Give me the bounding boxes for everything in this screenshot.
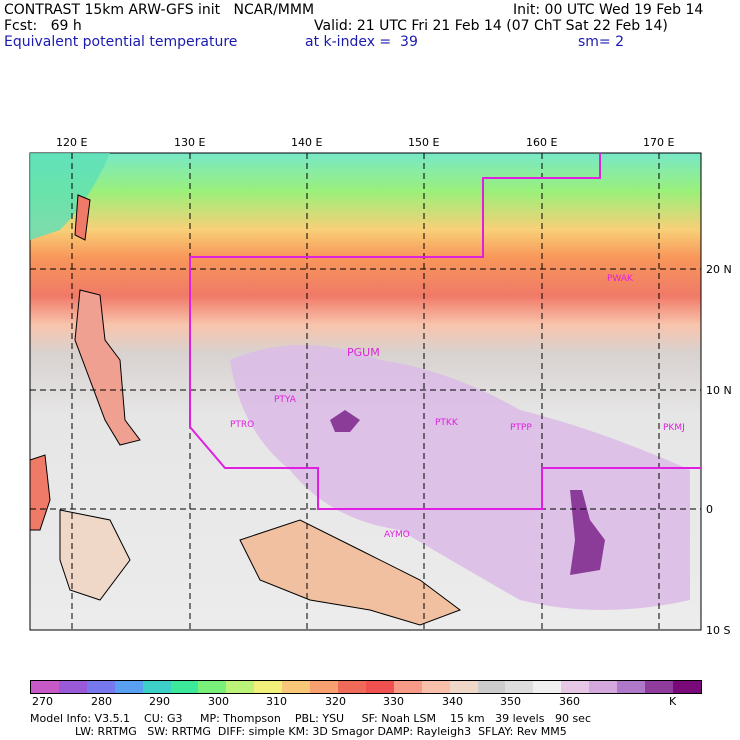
colorbar-swatch: [421, 681, 450, 693]
axis-labels: 120 E 130 E 140 E 150 E 160 E 170 E 20 N…: [56, 136, 732, 637]
model-info-row2: LW: RRTMG SW: RRTMG DIFF: simple KM: 3D …: [75, 725, 567, 738]
lon-label: 160 E: [526, 136, 557, 149]
colorbar-swatch: [449, 681, 478, 693]
station-label: PTKK: [435, 418, 459, 428]
colorbar-swatch: [142, 681, 171, 693]
colorbar-swatch: [672, 681, 701, 693]
colorbar-label: 270: [32, 695, 53, 708]
lon-label: 120 E: [56, 136, 87, 149]
colorbar-swatch: [254, 681, 283, 693]
colorbar-swatch: [644, 681, 673, 693]
colorbar: [30, 680, 702, 694]
domain-boundary: [189, 153, 701, 510]
colorbar-swatch: [393, 681, 422, 693]
lat-label: 20 N: [706, 263, 732, 276]
colorbar-swatch: [310, 681, 338, 693]
colorbar-swatch: [617, 681, 645, 693]
colorbar-swatch: [282, 681, 311, 693]
colorbar-label: 340: [442, 695, 463, 708]
station-label: PTYA: [274, 395, 297, 405]
new-guinea-outline: [239, 519, 462, 626]
colorbar-label: 300: [208, 695, 229, 708]
colorbar-swatch: [170, 681, 199, 693]
colorbar-swatch: [365, 681, 394, 693]
colorbar-label: 350: [500, 695, 521, 708]
forecast-hour: Fcst: 69 h: [4, 18, 82, 34]
colorbar-swatch: [505, 681, 534, 693]
high-theta-e-cell-1: [330, 410, 360, 432]
title-line: CONTRAST 15km ARW-GFS init NCAR/MMM: [4, 2, 315, 18]
colorbar-swatch: [533, 681, 562, 693]
colorbar-swatch: [477, 681, 506, 693]
lon-label: 170 E: [643, 136, 674, 149]
lat-label: 10 N: [706, 384, 732, 397]
high-theta-e-cell-2: [570, 490, 605, 575]
station-label: PWAK: [607, 274, 634, 284]
colorbar-swatch: [31, 681, 59, 693]
lon-label: 140 E: [291, 136, 322, 149]
cool-airmass-shading: [30, 153, 110, 240]
station-label: PTPP: [510, 423, 532, 433]
level-info: at k-index = 39: [305, 34, 418, 50]
station-label: AYMO: [384, 530, 410, 540]
lat-label: 10 S: [706, 624, 730, 637]
lat-label: 0: [706, 503, 713, 516]
colorbar-swatch: [226, 681, 255, 693]
colorbar-swatch: [114, 681, 143, 693]
colorbar-swatch: [198, 681, 227, 693]
lon-label: 150 E: [408, 136, 439, 149]
field-name: Equivalent potential temperature: [4, 34, 238, 50]
colorbar-swatch: [58, 681, 87, 693]
borneo-outline: [29, 454, 51, 531]
philippines-outline: [74, 289, 141, 446]
smoothing-info: sm= 2: [578, 34, 625, 50]
colorbar-label: 320: [325, 695, 346, 708]
colorbar-swatch: [589, 681, 618, 693]
colorbar-label: K: [669, 695, 677, 708]
valid-time: Valid: 21 UTC Fri 21 Feb 14 (07 ChT Sat …: [314, 18, 668, 34]
station-label: PGUM: [347, 346, 380, 359]
model-info-row1: Model Info: V3.5.1 CU: G3 MP: Thompson P…: [30, 712, 591, 725]
colorbar-swatch: [561, 681, 590, 693]
colorbar-label: 280: [91, 695, 112, 708]
station-labels: PWAK PGUM PTYA PTRO PTKK PTPP PKMJ AYMO: [230, 274, 685, 540]
station-label: PKMJ: [663, 423, 685, 433]
colorbar-swatch: [86, 681, 115, 693]
colorbar-label: 310: [266, 695, 287, 708]
colorbar-label: 330: [383, 695, 404, 708]
taiwan-outline: [74, 194, 91, 241]
colorbar-swatch: [337, 681, 366, 693]
station-label: PTRO: [230, 420, 254, 430]
colorbar-label: 360: [559, 695, 580, 708]
init-time: Init: 00 UTC Wed 19 Feb 14: [513, 2, 704, 18]
lon-label: 130 E: [174, 136, 205, 149]
sulawesi-outline: [59, 509, 131, 601]
map-plot-area: [29, 152, 702, 631]
colorbar-label: 290: [149, 695, 170, 708]
